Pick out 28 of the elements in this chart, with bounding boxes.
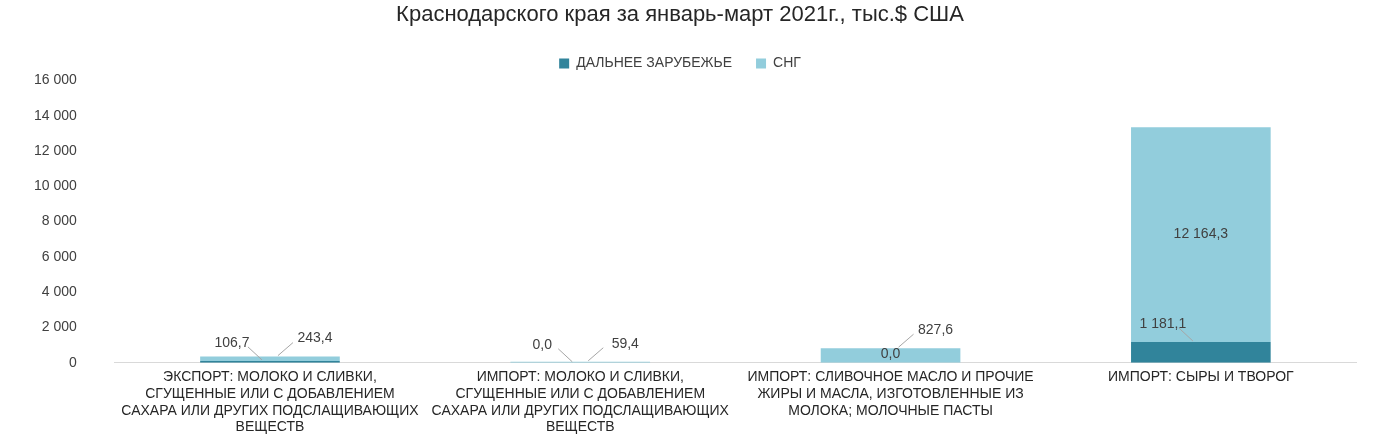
bar bbox=[1131, 127, 1271, 342]
data-label: 827,6 bbox=[918, 321, 954, 338]
y-tick-label: 12 000 bbox=[33, 141, 78, 158]
x-tick-label: ИМПОРТ: МОЛОКО И СЛИВКИ, СГУЩЕННЫЕ ИЛИ С ДОБАВЛЕНИЕМ САХАРА ИЛИ ДРУГИХ ПОДСЛАЩИВАЮЩИХ ВЕЩЕСТВ bbox=[431, 368, 730, 435]
x-tick-label: ЭКСПОРТ: МОЛОКО И СЛИВКИ, СГУЩЕННЫЕ ИЛИ С ДОБАВЛЕНИЕМ САХАРА ИЛИ ДРУГИХ ПОДСЛАЩИВАЮЩИХ ВЕЩЕСТВ bbox=[121, 368, 420, 435]
legend-label: СНГ bbox=[773, 54, 802, 71]
bar bbox=[820, 348, 961, 363]
data-label: 12 164,3 bbox=[1173, 225, 1229, 242]
y-tick-label: 16 000 bbox=[33, 71, 78, 88]
data-label: 1 181,1 bbox=[1139, 314, 1187, 331]
y-tick-label: 10 000 bbox=[33, 177, 78, 194]
x-tick-label: ИМПОРТ: СЫРЫ И ТВОРОГ bbox=[1108, 368, 1295, 385]
bar bbox=[200, 356, 340, 361]
bar bbox=[1131, 341, 1271, 363]
y-tick-label: 0 bbox=[69, 353, 78, 370]
data-label: 59,4 bbox=[611, 334, 640, 351]
data-label: 0,0 bbox=[880, 344, 901, 361]
chart-title: Краснодарского края за январь-март 2021г., тыс.$ США bbox=[396, 1, 965, 27]
x-tick-label: ИМПОРТ: СЛИВОЧНОЕ МАСЛО И ПРОЧИЕ ЖИРЫ И МАСЛА, ИЗГОТОВЛЕННЫЕ ИЗ МОЛОКА; МОЛОЧНЫЕ ПАСТЫ bbox=[747, 368, 1034, 418]
legend-label: ДАЛЬНЕЕ ЗАРУБЕЖЬЕ bbox=[576, 54, 733, 71]
y-tick-label: 4 000 bbox=[41, 283, 78, 300]
y-tick-label: 14 000 bbox=[33, 106, 78, 123]
data-label: 0,0 bbox=[532, 335, 553, 352]
data-label: 106,7 bbox=[214, 333, 250, 350]
data-label: 243,4 bbox=[297, 329, 333, 346]
y-tick-label: 6 000 bbox=[41, 247, 78, 264]
y-tick-label: 8 000 bbox=[41, 212, 78, 229]
y-tick-label: 2 000 bbox=[41, 318, 78, 335]
